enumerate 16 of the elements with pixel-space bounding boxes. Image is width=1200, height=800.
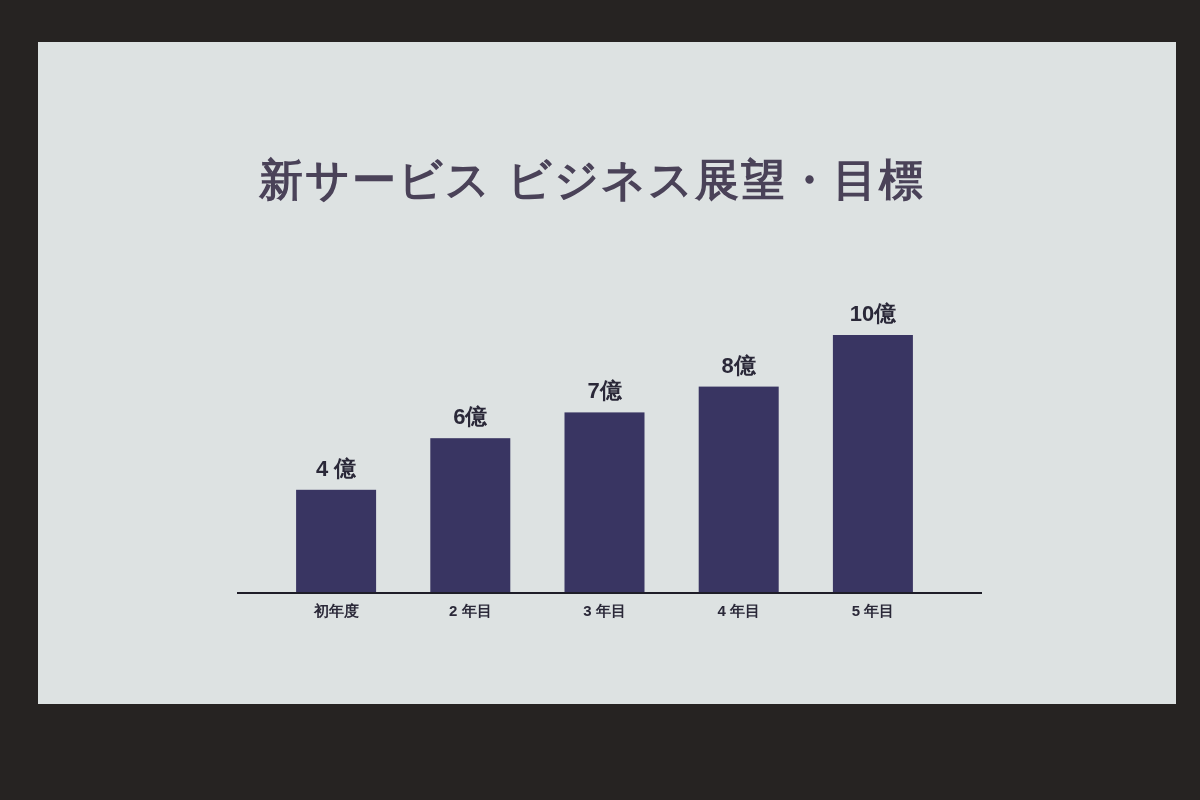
x-tick-label: 初年度 bbox=[312, 602, 359, 619]
x-tick-label: 5 年目 bbox=[851, 602, 895, 619]
x-tick-label: 4 年目 bbox=[717, 602, 760, 619]
x-tick-label: 3 年目 bbox=[583, 602, 626, 619]
bar bbox=[296, 489, 377, 593]
bar bbox=[430, 438, 511, 593]
bar bbox=[832, 335, 913, 593]
data-label: 6億 bbox=[453, 404, 489, 430]
data-label: 4 億 bbox=[315, 455, 358, 481]
chart-title: 新サービス ビジネス展望・目標 bbox=[258, 155, 925, 204]
data-label: 7億 bbox=[587, 378, 623, 404]
x-tick-label: 2 年目 bbox=[449, 602, 492, 619]
data-label: 10億 bbox=[849, 301, 898, 326]
data-label: 8億 bbox=[721, 352, 757, 378]
bar bbox=[698, 386, 779, 593]
bar bbox=[564, 412, 645, 593]
